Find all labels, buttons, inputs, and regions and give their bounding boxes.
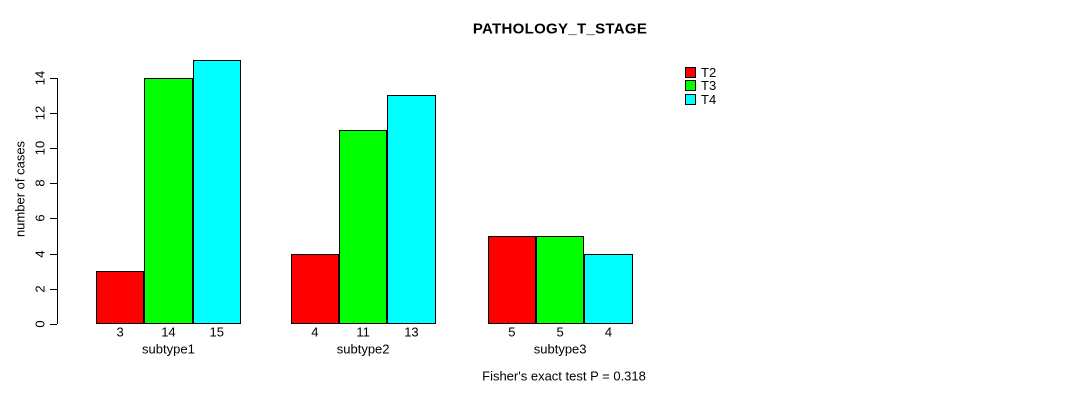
bar-t3-subtype1 [144, 77, 193, 324]
legend-row-t2: T2 [685, 66, 716, 79]
y-axis-tick-label-14: 14 [32, 70, 48, 85]
y-axis-tick-0 [50, 324, 57, 325]
legend-label-t4: T4 [701, 91, 717, 107]
y-axis-tick-label-10: 10 [32, 140, 48, 156]
legend-row-t3: T3 [685, 79, 716, 92]
bar-t4-subtype2 [387, 95, 436, 324]
bar-t2-subtype3 [487, 236, 536, 324]
bar-t4-subtype1 [192, 60, 241, 324]
y-axis-tick-label-2: 2 [32, 285, 48, 293]
y-axis-label: number of cases [12, 140, 28, 238]
legend-label-t2: T2 [701, 65, 717, 81]
legend-swatch-t4 [685, 93, 696, 105]
y-axis-tick-14 [50, 77, 57, 79]
bar-value-label-t4-subtype1: 15 [209, 324, 224, 340]
bar-value-label-t4-subtype3: 4 [604, 324, 613, 340]
bar-t3-subtype3 [536, 236, 585, 324]
bar-value-label-t2-subtype1: 3 [116, 324, 124, 340]
legend: T2 T3 T4 [685, 66, 716, 106]
bar-value-label-t4-subtype2: 13 [404, 324, 419, 340]
y-axis-tick-label-12: 12 [32, 105, 48, 121]
bar-value-label-t3-subtype3: 5 [556, 324, 564, 340]
bar-t2-subtype1 [96, 271, 145, 324]
y-axis-tick-label-4: 4 [32, 249, 48, 258]
x-axis-label-subtype1: subtype1 [142, 341, 195, 357]
y-axis-line [57, 78, 58, 324]
y-axis-tick-8 [50, 183, 57, 185]
chart-title: PATHOLOGY_T_STAGE [472, 20, 648, 38]
bar-t4-subtype3 [584, 253, 633, 324]
bar-t2-subtype2 [290, 253, 339, 324]
bar-value-label-t3-subtype2: 11 [356, 324, 370, 340]
legend-label-t3: T3 [701, 78, 717, 94]
bar-t3-subtype2 [339, 130, 388, 324]
y-axis-tick-4 [50, 253, 57, 255]
y-axis-tick-label-6: 6 [32, 214, 48, 223]
y-axis-tick-2 [50, 288, 57, 290]
x-axis-label-subtype3: subtype3 [533, 341, 587, 357]
y-axis-tick-label-0: 0 [32, 320, 48, 328]
legend-swatch-t3 [685, 80, 696, 92]
legend-row-t4: T4 [685, 93, 716, 106]
bar-value-label-t2-subtype2: 4 [311, 324, 319, 340]
bar-value-label-t2-subtype3: 5 [508, 324, 516, 340]
legend-swatch-t2 [685, 67, 696, 79]
bar-value-label-t3-subtype1: 14 [161, 324, 176, 340]
y-axis-tick-label-8: 8 [32, 179, 48, 187]
footnote-fishers-test: Fisher's exact test P = 0.318 [482, 368, 646, 384]
y-axis-tick-6 [50, 218, 57, 220]
y-axis-tick-10 [50, 148, 57, 149]
x-axis-label-subtype2: subtype2 [336, 341, 390, 357]
y-axis-tick-12 [50, 112, 57, 114]
